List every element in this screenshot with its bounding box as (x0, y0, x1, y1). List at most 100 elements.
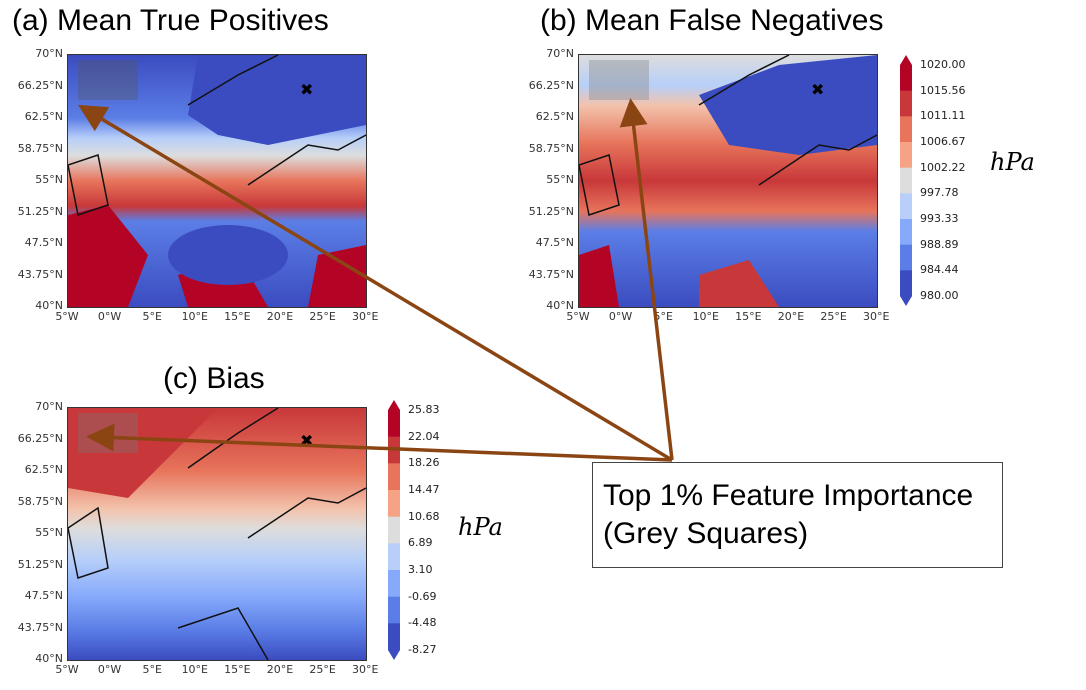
lon-tick-label: 0°W (97, 310, 122, 323)
colorbar-tick-label: 1020.00 (920, 58, 966, 71)
colorbar-segment (900, 193, 912, 220)
panel-b-title: (b) Mean False Negatives (540, 4, 884, 37)
lat-tick-label: 58.75°N (17, 141, 63, 155)
panel-c-title: (c) Bias (163, 362, 265, 395)
lon-tick-label: 5°E (142, 310, 162, 323)
colorbar-segment (388, 543, 400, 571)
lon-tick-label: 20°E (266, 310, 294, 323)
lat-tick-label: 58.75°N (528, 141, 574, 155)
colorbar-tick-label: 25.83 (408, 403, 440, 416)
colorbar-segment (388, 463, 400, 491)
lat-tick-label: 62.5°N (24, 463, 63, 476)
lat-tick-label: 40°N (546, 299, 574, 312)
colorbar-segment (388, 570, 400, 598)
lat-tick-label: 70°N (35, 400, 63, 413)
lat-tick-label: 58.75°N (17, 494, 63, 508)
colorbar-segment (900, 65, 912, 92)
colorbar-tick-label: 988.89 (920, 237, 959, 251)
colorbar-tick-label: 22.04 (408, 429, 440, 443)
lat-tick-label: 62.5°N (535, 110, 574, 123)
colorbar-tick-label: 10.68 (408, 509, 440, 523)
annotation-box: Top 1% Feature Importance (Grey Squares) (592, 462, 1003, 568)
colorbar-bias-unit: hPa (458, 513, 503, 541)
lon-tick-label: 15°E (735, 310, 762, 323)
arrow-to-panel-c (86, 423, 673, 462)
lon-tick-label: 15°E (224, 310, 251, 323)
colorbar-tick-label: -4.48 (408, 616, 437, 630)
lat-tick-label: 47.5°N (24, 589, 63, 602)
lat-tick-label: 51.25°N (17, 204, 63, 218)
colorbar-tick-label: 18.26 (408, 456, 440, 470)
lon-tick-label: 20°E (266, 663, 294, 676)
colorbar-tick-label: 3.10 (408, 563, 433, 576)
lat-tick-label: 55°N (546, 173, 574, 186)
colorbar-tick-label: 1006.67 (920, 135, 966, 148)
map-bias: ✖ (67, 407, 367, 661)
lon-tick-label: 15°E (224, 663, 251, 676)
colorbar-tick-label: 1011.11 (920, 109, 966, 123)
lat-tick-label: 40°N (35, 652, 63, 665)
colorbar-tick-label: 984.44 (920, 263, 959, 277)
colorbar-segment (900, 90, 912, 117)
lat-tick-label: 47.5°N (535, 236, 574, 249)
lon-tick-label: 5°W (55, 310, 79, 323)
colorbar-extend-max (388, 400, 400, 410)
colorbar-tick-label: 6.89 (408, 536, 433, 550)
colorbar-tick-label: 1015.56 (920, 83, 966, 97)
arrow-to-panel-a (77, 104, 673, 462)
lon-tick-label: 0°W (608, 310, 633, 323)
colorbar-segment (900, 219, 912, 246)
lon-tick-label: 30°E (862, 310, 890, 323)
lat-tick-label: 51.25°N (528, 204, 574, 218)
lon-tick-label: 25°E (309, 663, 336, 676)
lat-tick-label: 70°N (35, 47, 63, 60)
lon-tick-label: 5°W (566, 310, 590, 323)
colorbar-tick-label: 1002.22 (920, 160, 966, 174)
lat-tick-label: 55°N (35, 526, 63, 539)
annotation-line2: (Grey Squares) (603, 517, 809, 550)
colorbar-extend-max (900, 55, 912, 65)
colorbar-segment (900, 244, 912, 271)
colorbar-segment (388, 490, 400, 518)
lat-tick-label: 47.5°N (24, 236, 63, 249)
colorbar-pressure (900, 55, 912, 306)
colorbar-extend-min (388, 650, 400, 660)
map-mean-true-positives: ✖ (67, 54, 367, 308)
colorbar-pressure-unit: hPa (990, 148, 1035, 176)
star-marker-icon: ✖ (811, 80, 824, 99)
star-marker-icon: ✖ (300, 80, 313, 99)
colorbar-segment (900, 116, 912, 143)
colorbar-segment (388, 516, 400, 544)
lon-tick-label: 5°W (55, 663, 79, 676)
lat-tick-label: 43.75°N (528, 267, 574, 281)
lat-tick-label: 51.25°N (17, 557, 63, 571)
colorbar-segment (388, 623, 400, 651)
colorbar-tick-label: -0.69 (408, 589, 437, 603)
lon-tick-label: 0°W (97, 663, 122, 676)
colorbar-tick-label: 980.00 (920, 289, 959, 302)
lon-tick-label: 10°E (181, 310, 209, 323)
colorbar-tick-label: 14.47 (408, 483, 440, 496)
lon-tick-label: 25°E (820, 310, 847, 323)
lat-tick-label: 66.25°N (17, 431, 63, 445)
colorbar-extend-min (900, 296, 912, 306)
lat-tick-label: 66.25°N (528, 78, 574, 92)
arrow-to-panel-b (619, 98, 674, 461)
lon-tick-label: 25°E (309, 310, 336, 323)
lon-tick-label: 5°E (653, 310, 673, 323)
lat-tick-label: 62.5°N (24, 110, 63, 123)
colorbar-segment (900, 142, 912, 169)
lon-tick-label: 10°E (692, 310, 720, 323)
colorbar-tick-label: 997.78 (920, 186, 959, 200)
lon-tick-label: 20°E (777, 310, 805, 323)
lon-tick-label: 30°E (351, 310, 379, 323)
lat-tick-label: 43.75°N (17, 620, 63, 634)
colorbar-segment (900, 167, 912, 194)
lat-tick-label: 55°N (35, 173, 63, 186)
colorbar-tick-label: -8.27 (408, 643, 437, 656)
panel-a-title: (a) Mean True Positives (12, 4, 329, 37)
lat-tick-label: 70°N (546, 47, 574, 60)
